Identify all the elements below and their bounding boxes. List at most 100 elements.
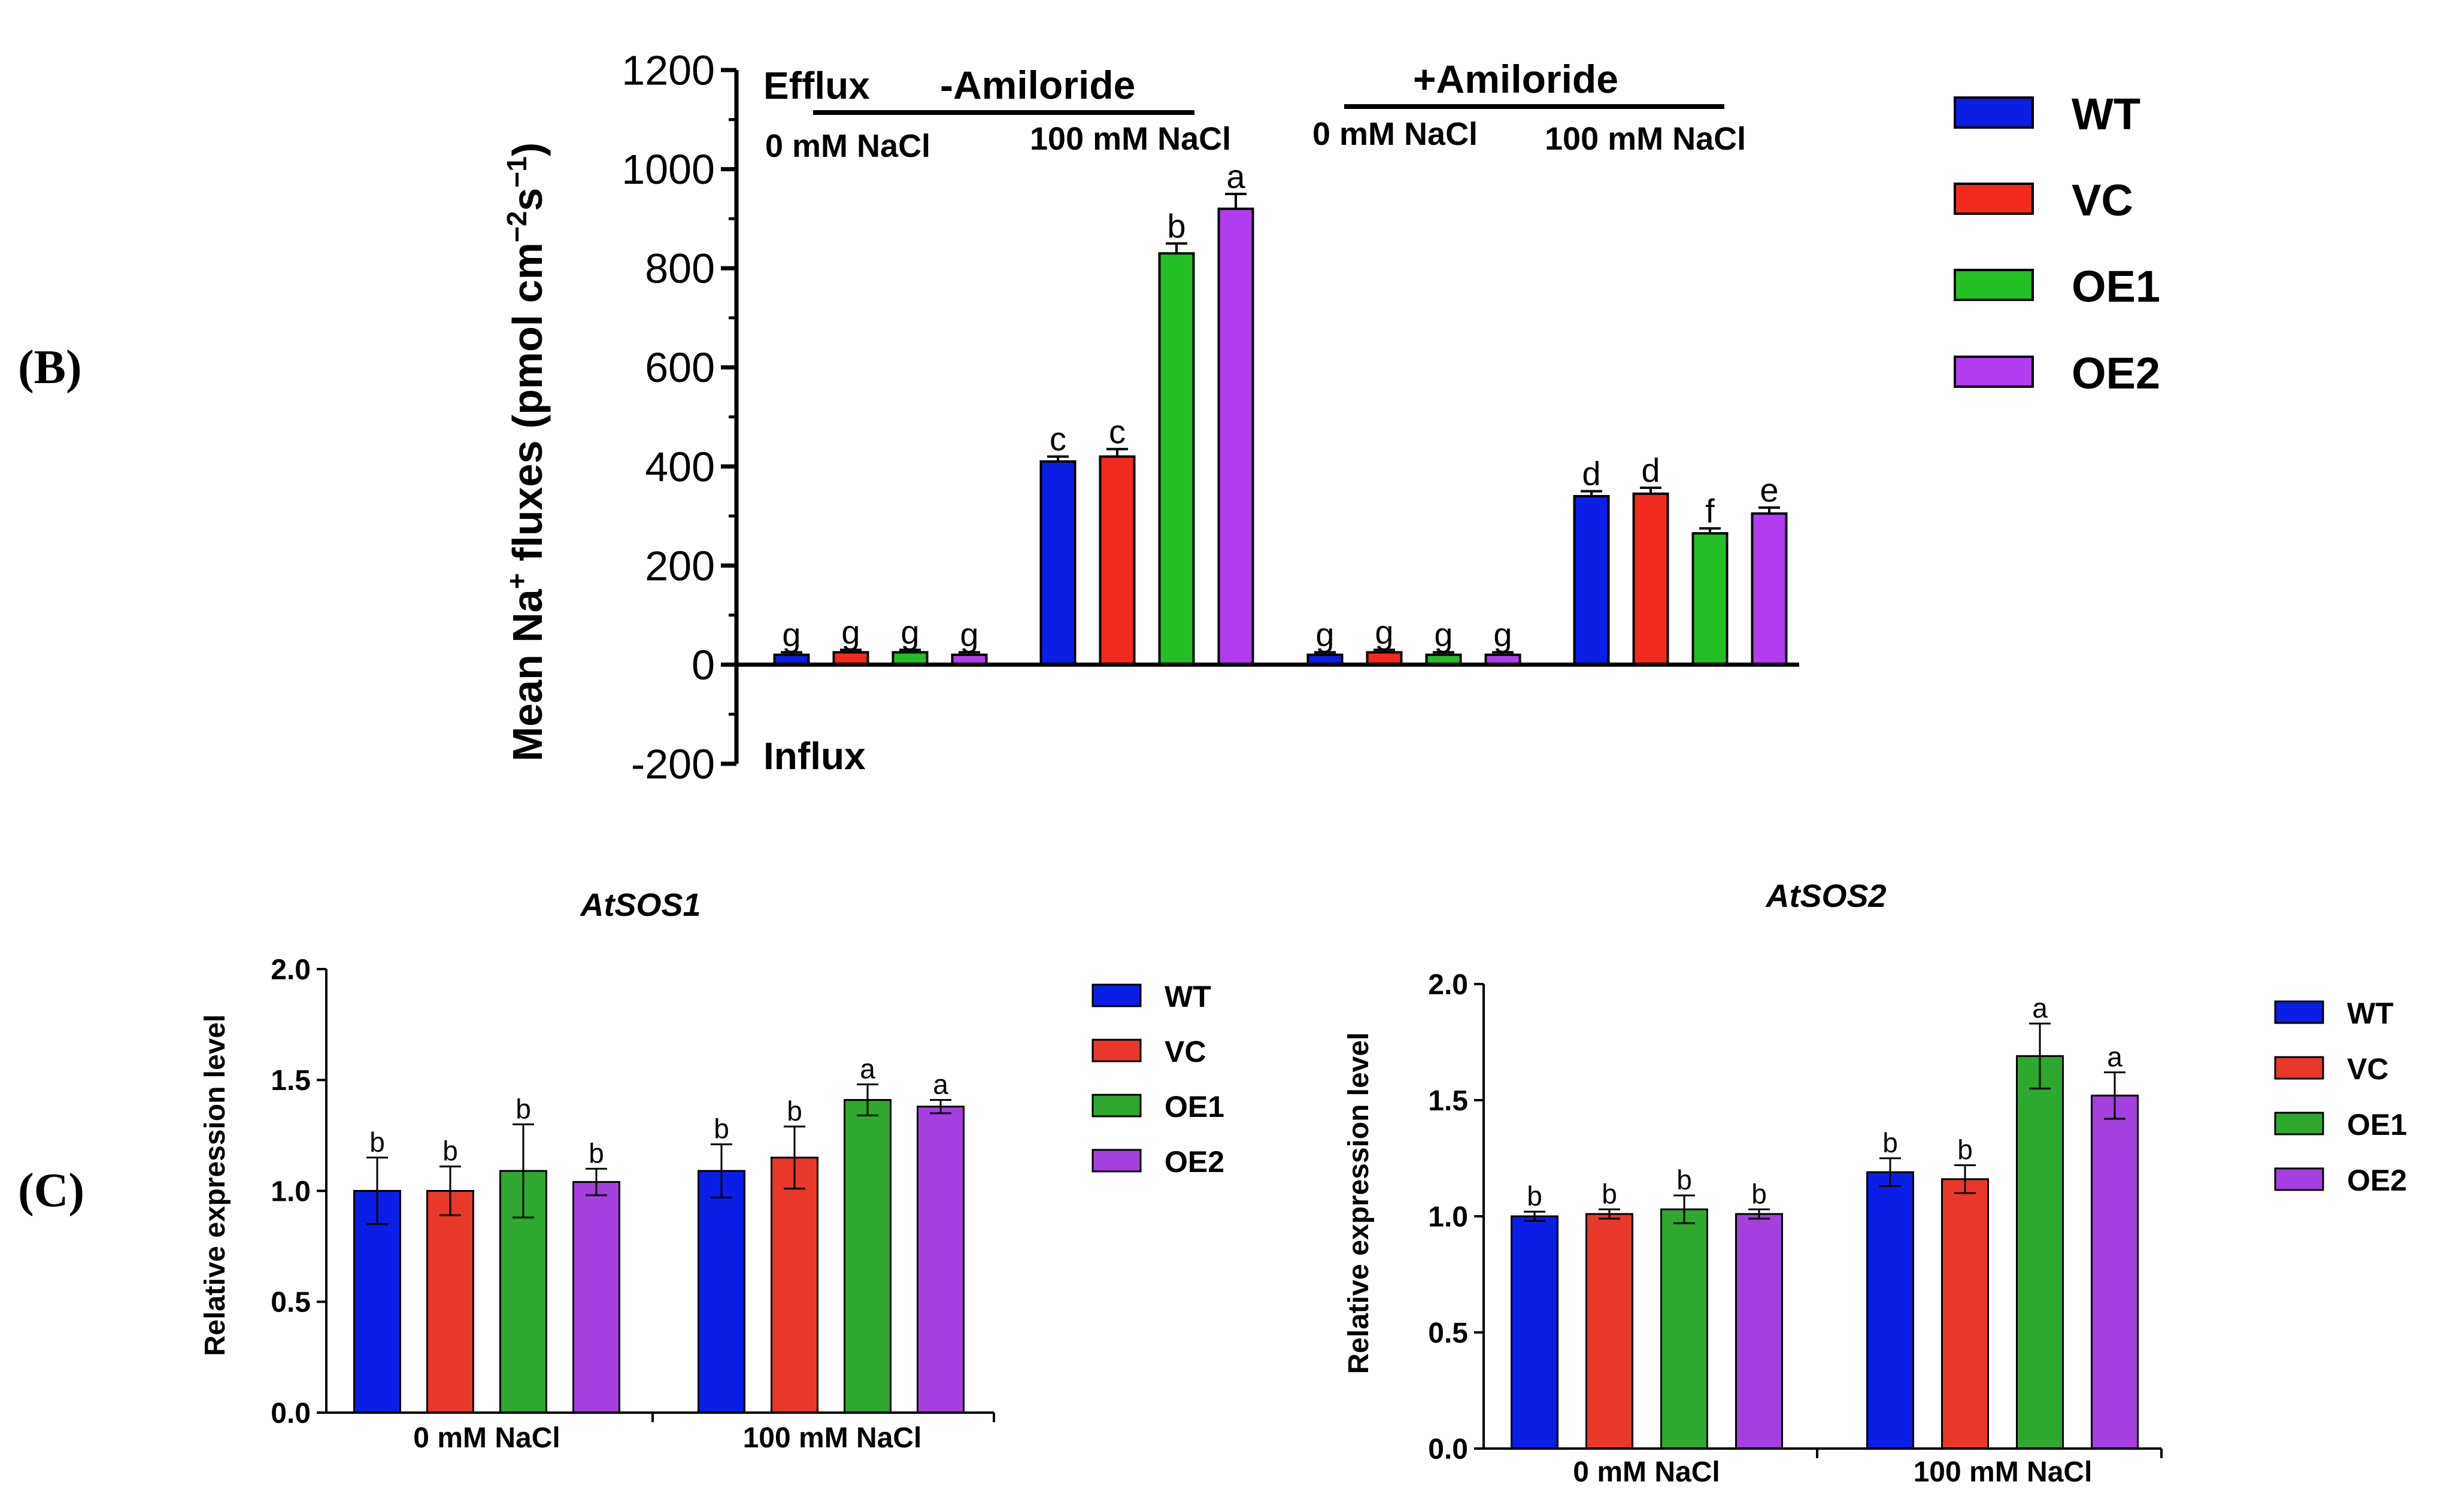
- panel-b-legend: WT VC OE1 OE2: [1954, 89, 2160, 398]
- legend-swatch-wt: [1954, 96, 2034, 129]
- sig-letter-sos2-wt-1: b: [1882, 1127, 1898, 1158]
- bar-sos1-oe2-0: [572, 1181, 620, 1414]
- sos2-legend-label-oe2: OE2: [2347, 1164, 2407, 1197]
- sig-letter-sos1-wt-1: b: [714, 1113, 729, 1144]
- sig-letter-sos2-oe1-0: b: [1676, 1164, 1692, 1195]
- panelB-ytick-label: 1200: [621, 47, 715, 94]
- sos1-legend-label-wt: WT: [1165, 980, 1211, 1013]
- sos1-title: AtSOS1: [579, 887, 701, 923]
- bar-panelB-oe1-1: [1158, 252, 1195, 666]
- sos2-category-1: 100 mM NaCl: [1914, 1456, 2093, 1488]
- panelB-ytick-label: 400: [645, 444, 715, 490]
- sos1-ytick-label: 0.5: [271, 1287, 311, 1319]
- panel-b-chart: g c g d g c g d g b g f g a g e -200 0 200 400 600 800 1000 12…: [501, 47, 2160, 788]
- sig-letter-sos2-vc-0: b: [1602, 1178, 1617, 1209]
- bar-sos1-oe2-1: [917, 1106, 965, 1414]
- sig-letter-panelB-oe2-0: g: [960, 616, 978, 654]
- panel-b-ticks: -200 0 200 400 600 800 1000 1200: [621, 47, 1799, 788]
- group-label-0nacl-plus: 0 mM NaCl: [1312, 116, 1478, 152]
- sig-letter-sos2-oe2-1: a: [2107, 1041, 2123, 1072]
- bar-sos1-wt-0: [353, 1190, 401, 1414]
- ylabel-sup-m2: −2: [501, 211, 532, 242]
- sig-letter-panelB-vc-0: g: [841, 614, 860, 651]
- sos1-legend: WT VC OE1 OE2: [1091, 980, 1224, 1179]
- bar-panelB-vc-1: [1099, 455, 1136, 666]
- sig-letter-panelB-wt-1: c: [1050, 420, 1066, 458]
- legend-label-oe1: OE1: [2072, 262, 2160, 311]
- bar-panelB-oe2-1: [1217, 207, 1254, 666]
- bar-sos2-oe2-1: [2091, 1094, 2139, 1450]
- panel-b-marks: g c g d g c g d g b g f g a g e: [773, 157, 1788, 666]
- bar-panelB-oe2-3: [1751, 512, 1788, 666]
- sos2-ytick-label: 1.0: [1428, 1201, 1468, 1233]
- sos2-ticks: 0.0 0.5 1.0 1.5 2.0: [1428, 969, 2163, 1465]
- influx-label: Influx: [763, 734, 866, 778]
- sos2-legend-label-vc: VC: [2347, 1052, 2388, 1086]
- bar-sos1-vc-1: [771, 1156, 818, 1414]
- panelB-ytick-label: 600: [645, 344, 715, 391]
- sig-letter-panelB-oe1-1: b: [1167, 207, 1185, 245]
- sos2-ytick-label: 1.5: [1428, 1085, 1468, 1117]
- sig-letter-panelB-oe1-2: g: [1434, 616, 1453, 654]
- sig-letter-sos1-vc-0: b: [442, 1135, 458, 1167]
- ylabel-close: ): [504, 142, 551, 156]
- bar-panelB-oe1-3: [1691, 532, 1729, 666]
- ylabel-rest: fluxes (pmol cm: [504, 242, 551, 573]
- sos2-legend: WT VC OE1 OE2: [2274, 997, 2407, 1197]
- sos1-legend-label-oe1: OE1: [1165, 1090, 1224, 1124]
- sos1-ytick-label: 1.5: [271, 1065, 311, 1097]
- panelB-ytick-label: 800: [645, 245, 715, 292]
- sig-letter-sos2-oe1-1: a: [2032, 992, 2048, 1024]
- ylabel-sup-plus: +: [501, 573, 532, 589]
- sos1-ylabel: Relative expression level: [199, 1015, 231, 1356]
- group-label-100nacl-minus: 100 mM NaCl: [1030, 121, 1231, 157]
- legend-label-oe2: OE2: [2072, 348, 2160, 398]
- sos2-legend-swatch-oe1: [2274, 1112, 2324, 1135]
- sos2-ytick-label: 0.5: [1428, 1317, 1468, 1349]
- sos2-ylabel: Relative expression level: [1343, 1033, 1375, 1374]
- efflux-label: Efflux: [763, 64, 870, 107]
- sig-letter-panelB-wt-0: g: [782, 616, 801, 654]
- legend-swatch-oe1: [1954, 269, 2034, 301]
- sig-letter-panelB-vc-2: g: [1375, 614, 1393, 651]
- sos1-marks: b b b b b a b a: [353, 1053, 965, 1414]
- sos2-legend-label-wt: WT: [2347, 997, 2394, 1030]
- bar-panelB-vc-3: [1632, 492, 1669, 666]
- ylabel-s: s: [504, 188, 551, 211]
- sig-letter-panelB-wt-3: d: [1582, 455, 1600, 493]
- bar-sos1-wt-1: [698, 1170, 745, 1414]
- sig-letter-sos1-oe1-0: b: [516, 1093, 531, 1124]
- sos1-legend-swatch-wt: [1091, 983, 1142, 1007]
- sos2-legend-swatch-vc: [2274, 1056, 2324, 1080]
- bar-sos2-oe1-1: [2016, 1055, 2064, 1450]
- sig-letter-sos1-oe2-1: a: [933, 1069, 948, 1100]
- panelB-ytick-label: 1000: [621, 146, 715, 193]
- panel-label-b: (B): [18, 341, 82, 394]
- bar-sos1-oe1-1: [844, 1099, 892, 1414]
- panelB-ytick-label: 0: [692, 642, 715, 688]
- sos1-ytick-label: 1.0: [271, 1176, 311, 1207]
- sos1-ytick-label: 2.0: [271, 954, 311, 986]
- bar-sos2-wt-0: [1511, 1215, 1559, 1450]
- bar-sos2-oe1-0: [1660, 1208, 1708, 1450]
- panel-b-ylabel: Mean Na+ fluxes (pmol cm−2s−1): [501, 142, 551, 761]
- ylabel-sup-m1: −1: [501, 156, 532, 187]
- sig-letter-sos1-wt-0: b: [369, 1127, 385, 1158]
- sig-letter-panelB-oe2-3: e: [1760, 471, 1778, 509]
- bar-panelB-wt-3: [1573, 494, 1610, 666]
- sos1-legend-swatch-vc: [1091, 1039, 1142, 1062]
- group-label-0nacl-minus: 0 mM NaCl: [765, 128, 930, 164]
- plus-amiloride-label: +Amiloride: [1413, 57, 1618, 101]
- sig-letter-panelB-oe2-2: g: [1493, 616, 1512, 654]
- sos1-category-0: 0 mM NaCl: [413, 1422, 560, 1454]
- sig-letter-panelB-oe1-3: f: [1705, 492, 1715, 530]
- sos2-chart: b b b b b a b a 0.0 0.5 1.0 1.5 2.0 AtSOS2 Relative…: [1343, 878, 2407, 1488]
- panelB-ytick-label: 200: [645, 542, 715, 589]
- sos2-marks: b b b b b a b a: [1511, 992, 2139, 1450]
- bar-sos2-oe2-0: [1735, 1213, 1783, 1450]
- sos1-ticks: 0.0 0.5 1.0 1.5 2.0: [271, 954, 995, 1429]
- sos2-title: AtSOS2: [1764, 878, 1886, 914]
- sos1-ytick-label: 0.0: [271, 1398, 311, 1429]
- bar-sos1-vc-0: [426, 1190, 474, 1414]
